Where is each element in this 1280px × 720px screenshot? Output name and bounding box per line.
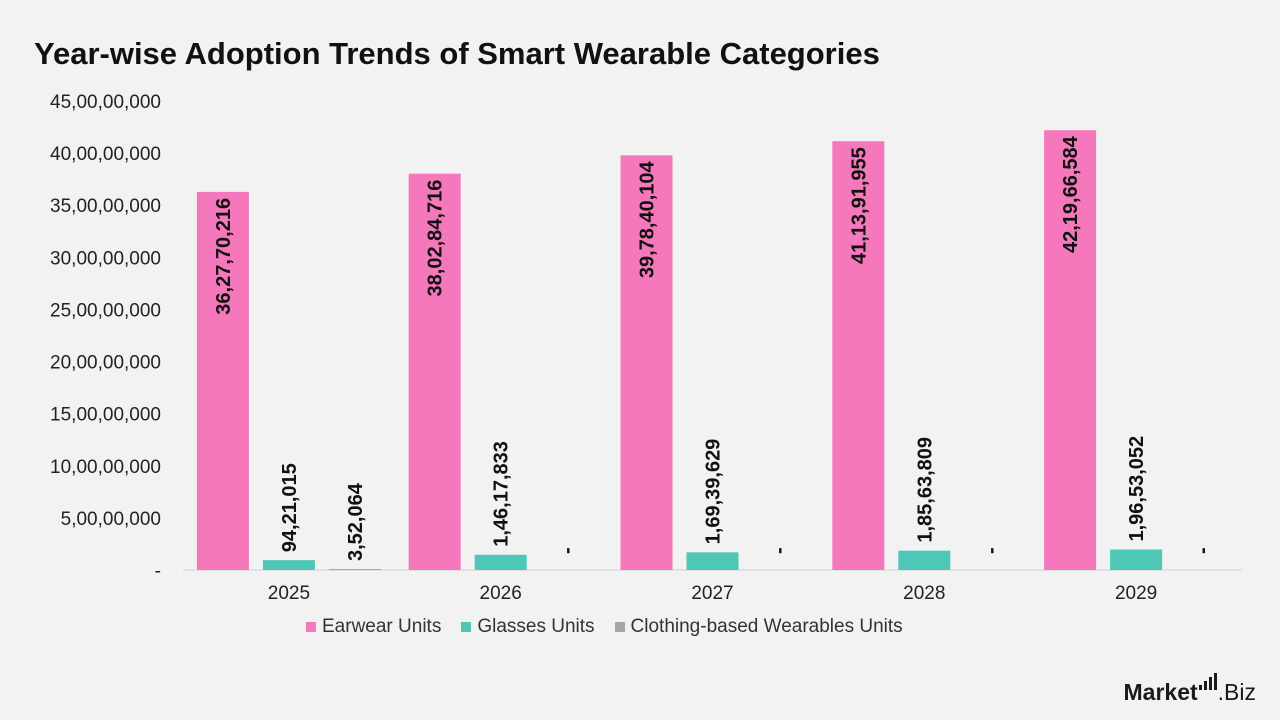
data-label: - xyxy=(557,547,579,554)
data-label: 1,96,53,052 xyxy=(1126,436,1148,542)
data-label: 1,46,17,833 xyxy=(491,441,513,547)
x-tick-label: 2027 xyxy=(691,583,733,604)
y-tick-label: 45,00,00,000 xyxy=(50,92,161,113)
brand-name-rest: .Biz xyxy=(1217,679,1256,705)
bar-1-2029 xyxy=(1110,549,1163,570)
bar-1-2028 xyxy=(898,550,951,570)
bar-0-2026 xyxy=(408,173,461,570)
y-tick-label: 15,00,00,000 xyxy=(50,405,161,426)
y-tick-label: - xyxy=(155,561,161,582)
legend-item-earwear: Earwear Units xyxy=(306,616,441,638)
y-tick-label: 40,00,00,000 xyxy=(50,144,161,165)
data-label: 39,78,40,104 xyxy=(637,160,659,278)
bar-1-2025 xyxy=(262,560,315,570)
legend-item-clothing: Clothing-based Wearables Units xyxy=(614,616,903,638)
data-label: - xyxy=(980,547,1002,554)
bars-icon xyxy=(1198,673,1217,690)
legend-label-glasses: Glasses Units xyxy=(477,616,595,637)
brand-name-bold: Market xyxy=(1123,679,1198,705)
data-label: 3,52,064 xyxy=(345,482,367,561)
x-tick-label: 2028 xyxy=(903,583,945,604)
data-label: - xyxy=(1192,547,1214,554)
data-label: 1,69,39,629 xyxy=(703,439,725,545)
bar-1-2027 xyxy=(686,552,739,570)
bar-0-2028 xyxy=(832,141,885,570)
data-label: 38,02,84,716 xyxy=(425,180,447,297)
legend-label-clothing: Clothing-based Wearables Units xyxy=(630,616,903,637)
legend-swatch-clothing xyxy=(614,622,625,632)
legend-item-glasses: Glasses Units xyxy=(461,616,595,638)
bar-0-2029 xyxy=(1044,130,1097,571)
legend-swatch-glasses xyxy=(461,622,472,632)
legend-swatch-earwear xyxy=(306,622,316,632)
bar-1-2026 xyxy=(474,554,527,570)
bar-0-2027 xyxy=(620,155,673,571)
y-tick-label: 35,00,00,000 xyxy=(50,196,161,217)
data-label: 94,21,015 xyxy=(279,463,301,552)
x-tick-label: 2029 xyxy=(1115,583,1157,604)
x-tick-label: 2026 xyxy=(480,583,522,604)
bar-0-2025 xyxy=(196,191,249,570)
bar-2-2025 xyxy=(328,569,381,570)
chart-title: Year-wise Adoption Trends of Smart Weara… xyxy=(34,36,880,71)
data-label: - xyxy=(769,547,791,554)
legend-label-earwear: Earwear Units xyxy=(322,616,442,637)
y-tick-label: 10,00,00,000 xyxy=(50,457,161,478)
y-tick-label: 20,00,00,000 xyxy=(50,353,161,374)
legend: Earwear Units Glasses Units Clothing-bas… xyxy=(306,616,903,638)
data-label: 1,85,63,809 xyxy=(914,437,936,543)
brand-logo: Market .Biz xyxy=(1123,673,1256,706)
data-label: 42,19,66,584 xyxy=(1060,135,1082,253)
data-label: 36,27,70,216 xyxy=(213,198,235,315)
y-tick-label: 25,00,00,000 xyxy=(50,300,161,321)
y-tick-label: 30,00,00,000 xyxy=(50,248,161,269)
x-tick-label: 2025 xyxy=(268,583,310,604)
y-tick-label: 5,00,00,000 xyxy=(61,509,161,530)
data-label: 41,13,91,955 xyxy=(848,147,870,264)
